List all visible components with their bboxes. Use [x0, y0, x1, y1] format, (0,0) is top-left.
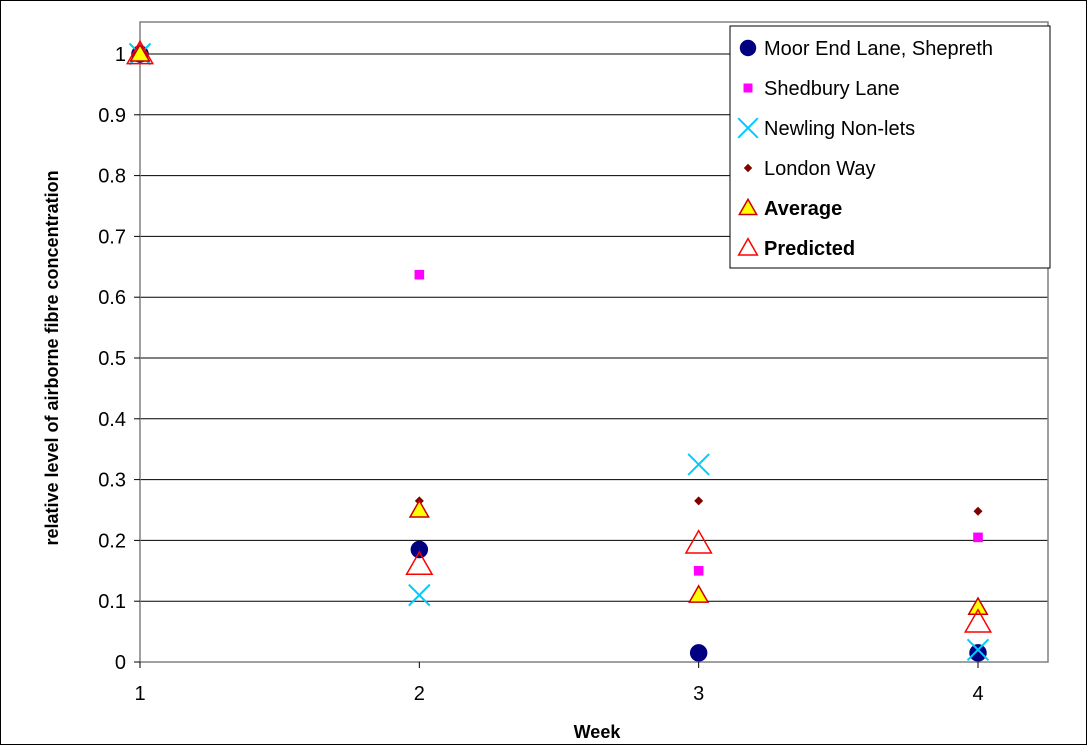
y-tick-label: 0.8	[98, 166, 126, 188]
legend-entry: Newling Non-lets	[737, 117, 915, 140]
legend-label: Predicted	[764, 238, 855, 260]
legend-entry: Predicted	[737, 237, 855, 260]
legend-marker	[738, 197, 758, 216]
data-point	[693, 566, 704, 576]
y-tick-label: 0.3	[98, 470, 126, 492]
axes: 0 0.1 0.2 0.3 0.4 0.5 0.6 0.7 0.8 0.9 1 1 2 3 4	[98, 44, 983, 705]
data-point	[405, 550, 434, 576]
legend-label: Newling Non-lets	[764, 118, 915, 140]
data-point	[129, 43, 151, 62]
legend-entry: Average	[738, 197, 842, 220]
series-predicted	[125, 39, 993, 633]
plot-area-frame	[139, 21, 1049, 663]
legend-entry: Moor End Lane, Shepreth	[739, 38, 993, 60]
data-point	[689, 644, 708, 662]
x-tick-label: 4	[972, 683, 983, 705]
data-point	[684, 529, 713, 554]
legend-label: Moor End Lane, Shepreth	[764, 38, 993, 60]
y-tick-label: 0.6	[98, 287, 126, 309]
legend: Moor End Lane, Shepreth Shedbury Lane Newl…	[729, 25, 1051, 269]
y-tick-label: 0.5	[98, 348, 126, 370]
y-tick-label: 0.1	[98, 591, 126, 613]
data-point	[973, 532, 983, 543]
data-point	[414, 269, 425, 280]
data-point	[973, 506, 983, 516]
legend-marker	[737, 237, 759, 256]
x-tick-label: 3	[693, 683, 704, 705]
y-tick-label: 1	[115, 44, 126, 66]
legend-box	[729, 25, 1051, 269]
x-stroke	[966, 638, 990, 662]
data-points	[125, 39, 993, 662]
legend-marker	[739, 39, 757, 57]
data-point	[969, 644, 987, 662]
series-average	[129, 43, 989, 616]
legend-label: London Way	[764, 158, 876, 180]
x-tick-label: 1	[134, 683, 145, 705]
data-point	[967, 596, 989, 616]
data-point	[688, 584, 710, 603]
y-tick-label: 0.9	[98, 105, 126, 127]
data-point	[408, 583, 431, 607]
legend-entry: London Way	[743, 158, 876, 180]
legend-label: Shedbury Lane	[764, 78, 900, 100]
y-tick-label: 0.2	[98, 530, 126, 552]
x-stroke	[687, 453, 710, 476]
data-point	[687, 453, 710, 476]
x-stroke	[408, 583, 431, 607]
data-point	[963, 608, 993, 633]
data-point	[408, 499, 430, 518]
y-tick-label: 0.4	[98, 409, 126, 431]
legend-marker	[743, 163, 753, 173]
y-tick-label: 0	[115, 652, 126, 674]
legend-marker	[737, 117, 759, 139]
y-tick-label: 0.7	[98, 226, 126, 248]
data-point	[966, 638, 990, 662]
x-tick-label: 2	[414, 683, 425, 705]
data-point	[410, 540, 429, 559]
legend-marker	[743, 83, 753, 93]
legend-entry: Shedbury Lane	[743, 78, 900, 100]
legend-label: Average	[764, 198, 842, 220]
x-axis-title: Week	[574, 722, 622, 742]
y-axis-title: relative level of airborne fibre concent…	[42, 170, 62, 545]
data-point	[694, 496, 704, 506]
data-point	[125, 39, 155, 65]
x-stroke	[737, 117, 759, 139]
